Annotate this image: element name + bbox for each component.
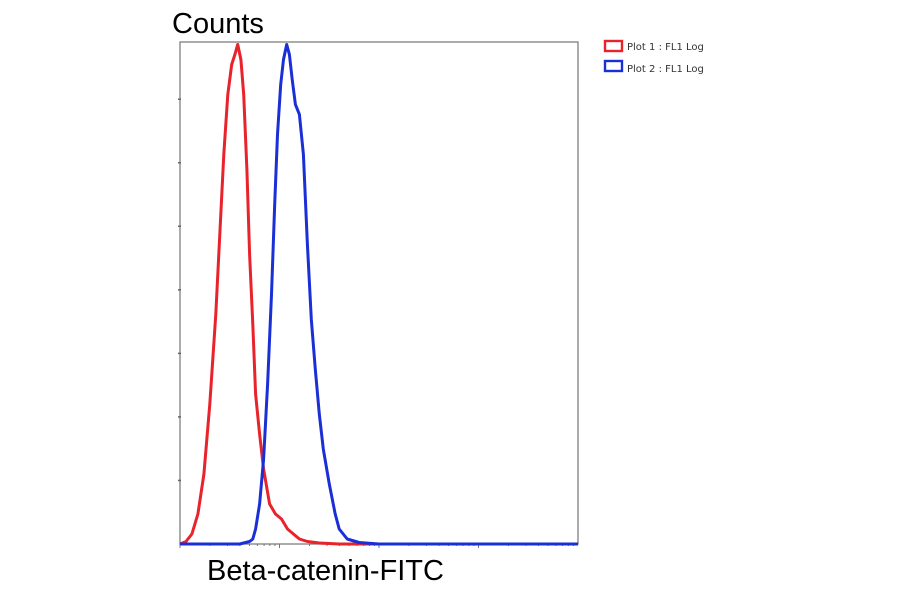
legend: Plot 1 : FL1 Log Plot 2 : FL1 Log xyxy=(603,39,704,75)
series-layer xyxy=(179,43,578,546)
legend-swatch-plot-1 xyxy=(603,39,624,53)
legend-item-plot-1: Plot 1 : FL1 Log xyxy=(603,39,704,53)
legend-label-plot-1: Plot 1 : FL1 Log xyxy=(627,42,704,53)
plot-frame xyxy=(179,41,579,545)
series-line-plot-2 xyxy=(180,43,578,546)
x-axis-title: Beta-catenin-FITC xyxy=(207,555,444,587)
y-axis-title: Counts xyxy=(172,8,264,40)
legend-item-plot-2: Plot 2 : FL1 Log xyxy=(603,59,704,75)
legend-swatch-plot-2 xyxy=(603,59,624,73)
legend-label-plot-2: Plot 2 : FL1 Log xyxy=(627,64,704,75)
series-line-plot-1 xyxy=(179,43,578,546)
y-axis-ticks xyxy=(178,98,181,482)
